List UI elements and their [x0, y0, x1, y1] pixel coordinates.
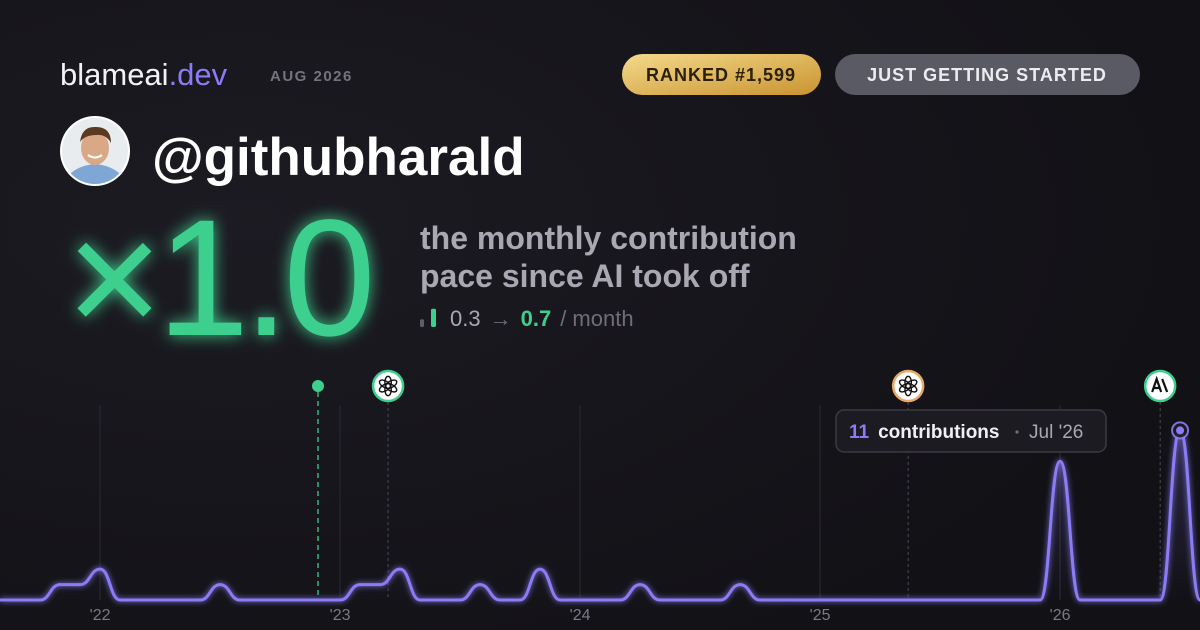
status-badge — [835, 54, 1140, 95]
event-dot — [312, 380, 324, 392]
x-tick-label: '26 — [1050, 607, 1071, 624]
pace-unit: / month — [560, 306, 633, 331]
line-series — [0, 428, 1200, 602]
openai-logo — [378, 375, 398, 397]
x-tick-label: '25 — [810, 607, 831, 624]
rank-badge — [622, 54, 821, 95]
caption-line: pace since AI took off — [420, 258, 750, 294]
x-tick-label: '22 — [90, 607, 111, 624]
pace-line: 0.3 → 0.7 / month — [450, 306, 634, 331]
username: @githubharald — [152, 128, 525, 187]
rank-text: RANKED #1,599 — [646, 65, 796, 85]
date: AUG 2026 — [270, 68, 353, 85]
tooltip-date: Jul '26 — [1029, 422, 1083, 443]
x-tick-label: '23 — [330, 607, 351, 624]
chart: '22 '23 '24 '25 '26 11 contributions Jul '26 — [0, 369, 1200, 624]
pace-arrow: → — [490, 306, 512, 331]
logo-petal — [898, 379, 912, 390]
status-text: JUST GETTING STARTED — [867, 65, 1107, 85]
mini-bars — [420, 308, 436, 327]
tooltip-text: 11 contributions — [849, 422, 999, 443]
x-tick-label: '24 — [570, 607, 591, 624]
brand: blameai.dev — [60, 57, 228, 92]
pace-after: 0.7 — [521, 306, 552, 331]
brand-name: blameai — [60, 57, 169, 92]
tooltip-box — [835, 409, 1107, 453]
caption-line: the monthly contribution — [420, 220, 797, 256]
logo-petal — [378, 379, 392, 390]
openai-logo — [898, 375, 918, 397]
avatar — [60, 116, 130, 186]
highlight-dot — [1176, 426, 1185, 435]
tooltip-separator — [1015, 430, 1019, 434]
tooltip-label: contributions — [878, 422, 999, 443]
anthropic-logo — [1151, 375, 1169, 393]
tooltip-value: 11 — [849, 422, 870, 443]
brand-tld: .dev — [169, 57, 228, 92]
pace-bar-after — [431, 308, 436, 327]
pace-before: 0.3 — [450, 306, 481, 331]
event-icon — [891, 369, 925, 403]
pace-bar-before — [420, 319, 424, 327]
multiplier: ×1.0 — [66, 186, 370, 371]
event-icon — [371, 369, 405, 403]
